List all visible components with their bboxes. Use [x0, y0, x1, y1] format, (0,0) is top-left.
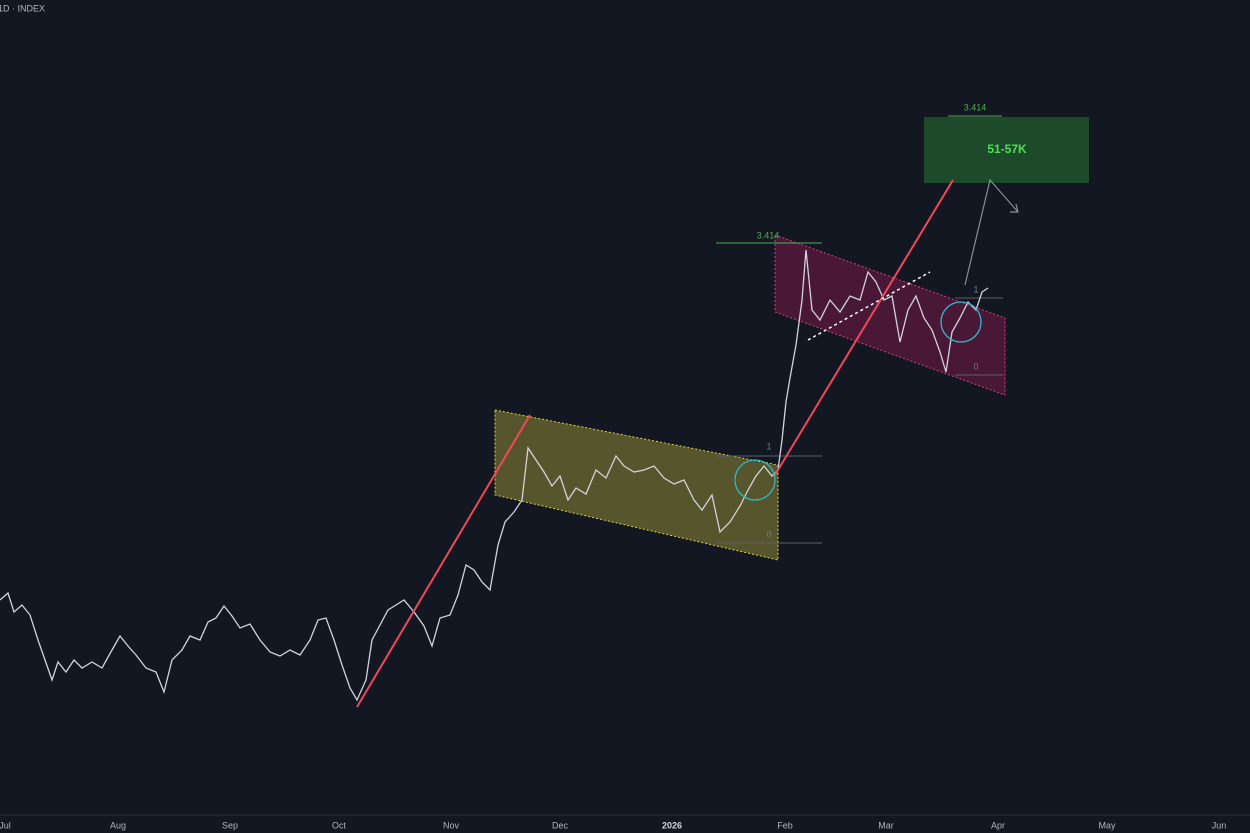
x-axis: Jul Aug Sep Oct Nov Dec 2026 Feb Mar Apr May Jun: [0, 820, 1226, 830]
x-axis-label: Feb: [777, 820, 793, 830]
arrow-head: [1010, 203, 1019, 213]
fib-label: 0: [973, 361, 978, 371]
target-box: [924, 117, 1089, 183]
x-axis-label: Jul: [0, 820, 11, 830]
fib-label: 1: [766, 441, 771, 451]
x-axis-label: Apr: [991, 820, 1005, 830]
yellow-channel: [494, 409, 779, 561]
price-line: [0, 249, 989, 702]
trend-line: [356, 414, 531, 708]
fib-label: 0: [766, 529, 771, 539]
x-axis-label: Nov: [443, 820, 460, 830]
fib-label: 3.414: [757, 230, 780, 240]
x-axis-label: Jun: [1212, 820, 1227, 830]
x-axis-label: Mar: [878, 820, 894, 830]
x-axis-label: Aug: [110, 820, 126, 830]
x-axis-label: 2026: [662, 820, 682, 830]
x-axis-label: Sep: [222, 820, 238, 830]
highlight-circle: [940, 301, 982, 343]
x-axis-label: Oct: [332, 820, 347, 830]
target-level: 3.414: [964, 102, 987, 112]
fib-lines: [716, 297, 1003, 544]
x-axis-label: Dec: [552, 820, 569, 830]
pink-channel: [774, 234, 1006, 396]
x-axis-label: May: [1098, 820, 1116, 830]
trend-line: [774, 179, 954, 476]
fib-label: 1: [973, 284, 978, 294]
target-label: 51-57K: [987, 142, 1027, 156]
highlight-circle: [734, 459, 776, 501]
projection-arrow: [964, 178, 1019, 286]
breakout-line: [807, 271, 931, 341]
symbol-label: 1D · INDEX: [0, 3, 45, 13]
